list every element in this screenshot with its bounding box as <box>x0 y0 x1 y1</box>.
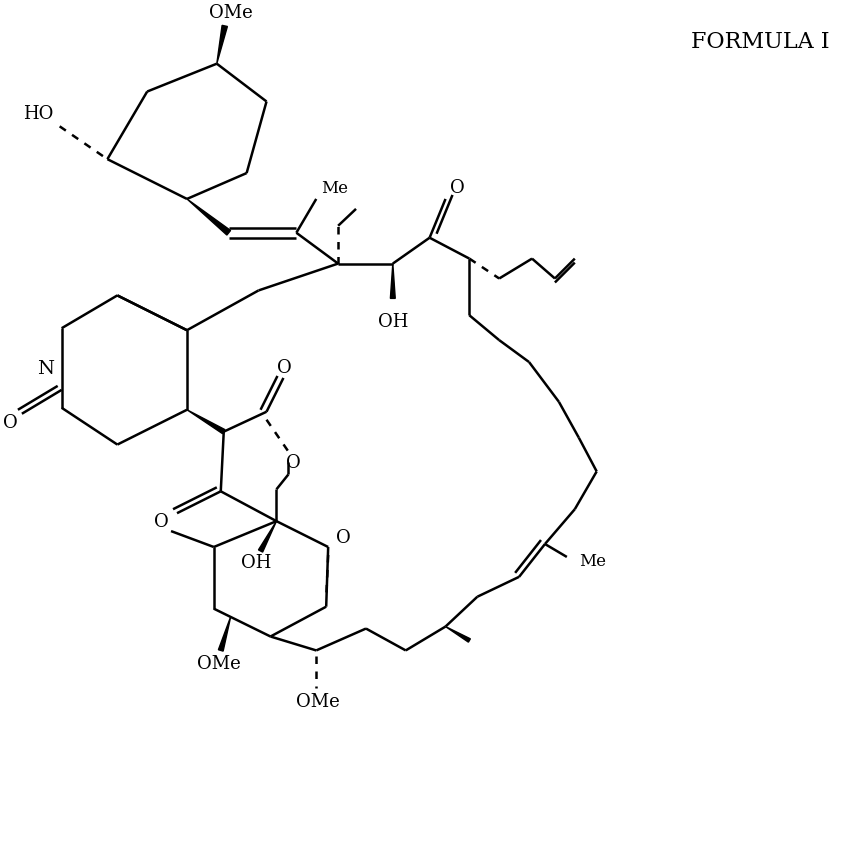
Text: O: O <box>154 512 169 530</box>
Text: OMe: OMe <box>209 4 253 22</box>
Text: OMe: OMe <box>296 692 340 710</box>
Text: Me: Me <box>321 179 348 196</box>
Text: O: O <box>3 413 17 431</box>
Polygon shape <box>187 200 230 236</box>
Text: O: O <box>450 179 465 197</box>
Text: O: O <box>336 529 351 547</box>
Polygon shape <box>391 264 395 299</box>
Text: N: N <box>37 360 55 378</box>
Polygon shape <box>218 616 230 652</box>
Text: FORMULA I: FORMULA I <box>691 31 830 53</box>
Text: O: O <box>286 454 301 472</box>
Polygon shape <box>187 411 225 434</box>
Text: O: O <box>277 358 292 376</box>
Polygon shape <box>445 627 470 642</box>
Polygon shape <box>216 27 228 65</box>
Text: OH: OH <box>378 313 408 331</box>
Text: HO: HO <box>23 105 53 123</box>
Text: Me: Me <box>578 553 606 570</box>
Polygon shape <box>258 522 276 553</box>
Text: OMe: OMe <box>197 654 241 672</box>
Text: OH: OH <box>242 554 272 571</box>
